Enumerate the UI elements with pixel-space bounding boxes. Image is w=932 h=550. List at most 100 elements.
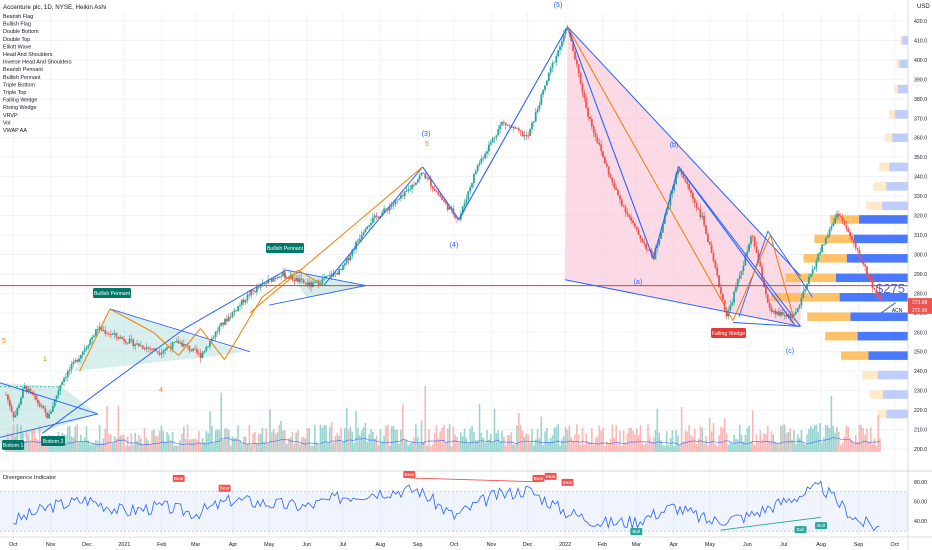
symbol-tag: ACN: [892, 308, 903, 314]
candle-body: [171, 342, 174, 349]
candle-body: [304, 282, 307, 284]
legend-item[interactable]: Double Bottom: [3, 29, 39, 35]
bottom-2-label[interactable]: Bottom 2: [41, 436, 65, 446]
candle-body: [731, 302, 734, 305]
candle-body: [437, 191, 440, 195]
volume-bar: [753, 444, 756, 452]
orange-11: [732, 234, 771, 321]
bear-signal[interactable]: Bear: [532, 474, 545, 482]
candle-body: [282, 272, 284, 277]
volume-bar: [52, 442, 54, 452]
candle-body: [527, 135, 530, 137]
bear-signal[interactable]: Bear: [561, 478, 574, 486]
bear-signal[interactable]: Bear: [544, 472, 557, 480]
legend-item[interactable]: Inverse Head And Shoulders: [3, 60, 72, 66]
volume-bar: [499, 442, 501, 452]
legend-item[interactable]: Triple Bottom: [3, 82, 35, 88]
legend-item[interactable]: Bullish Pennant: [3, 75, 41, 81]
volume-bar: [652, 437, 655, 452]
bear-signal[interactable]: Bear: [172, 474, 185, 482]
volume-bar: [186, 424, 189, 452]
candle-body: [456, 217, 458, 219]
candle-body: [66, 371, 69, 378]
legend-item[interactable]: Vol: [3, 120, 11, 126]
candle-body: [134, 344, 137, 346]
bear-signal[interactable]: Bear: [218, 484, 231, 492]
volume-bar: [463, 428, 466, 452]
candle-body: [798, 305, 801, 308]
legend-item[interactable]: Bearish Flag: [3, 14, 33, 20]
candle-body: [254, 290, 256, 293]
volume-bar: [211, 425, 213, 452]
legend-item[interactable]: VRVP: [3, 113, 18, 119]
candle-body: [766, 294, 769, 303]
bear-signal[interactable]: Bear: [403, 470, 416, 478]
candle-body: [718, 275, 720, 288]
legend-item[interactable]: Triple Top: [3, 90, 26, 96]
volume-bar: [551, 435, 554, 452]
volume-bar: [864, 434, 866, 452]
candle-body: [783, 315, 786, 316]
legend-item[interactable]: Rising Wedge: [3, 105, 36, 111]
bull-signal-text: Bull: [632, 529, 640, 534]
legend-item[interactable]: Falling Wedge: [3, 98, 37, 104]
volume-bar: [561, 439, 563, 452]
volume-bar: [785, 432, 788, 452]
volume-bar: [662, 445, 664, 452]
volume-bar: [723, 418, 726, 452]
candle-body: [441, 196, 444, 200]
candle-body: [729, 304, 732, 311]
candle-body: [444, 201, 447, 204]
volume-bar: [673, 445, 675, 452]
volume-bar: [544, 431, 546, 452]
candle-body: [128, 338, 131, 344]
bottom-1-label[interactable]: Bottom 1: [2, 440, 24, 450]
bullish-pennant-label-2[interactable]: Bullish Pennant: [266, 243, 304, 253]
candle-body: [405, 190, 408, 192]
legend-item[interactable]: Elliott Wave: [3, 44, 31, 50]
candle-body: [574, 51, 576, 60]
candle-body: [267, 279, 269, 284]
volume-bar: [405, 439, 408, 452]
volume-bar: [323, 425, 325, 452]
last-price-tag[interactable]: 273.68: [908, 298, 932, 307]
legend-item[interactable]: Double Top: [3, 37, 30, 43]
pennant3-lower: [269, 285, 366, 306]
legend-item[interactable]: Bearish Pennant: [3, 67, 43, 73]
bull-signal[interactable]: Bull: [630, 528, 643, 536]
candle-body: [10, 406, 13, 412]
candle-body: [497, 129, 500, 136]
bull-signal[interactable]: Bull: [815, 522, 828, 530]
candle-body: [463, 203, 466, 207]
bullish-pennant-label-1[interactable]: Bullish Pennant: [93, 288, 131, 298]
wave-5-label: (5): [554, 2, 563, 9]
falling-wedge-label[interactable]: Falling Wedge: [711, 328, 746, 338]
volume-bar: [738, 424, 741, 452]
candle-body: [506, 124, 509, 126]
legend-item[interactable]: Head And Shoulders: [3, 52, 53, 58]
candle-body: [665, 209, 668, 215]
candle-body: [246, 294, 249, 301]
oscillator-line: [13, 480, 880, 532]
last-price-tag-2[interactable]: 272.50: [908, 305, 932, 314]
legend-item[interactable]: VWAP AA: [3, 128, 27, 134]
candle-body: [349, 255, 352, 261]
volume-bar: [293, 444, 296, 452]
wave-b-label: (b): [670, 142, 679, 149]
candle-body: [424, 173, 427, 179]
volume-bar: [261, 427, 264, 452]
candle-body: [328, 274, 331, 276]
candle-body: [291, 275, 294, 280]
price-tick-label: 280.0: [914, 291, 927, 297]
volume-bar: [731, 443, 733, 452]
volume-bar: [445, 443, 447, 452]
bull-signal[interactable]: Bull: [794, 526, 807, 534]
volume-bar: [808, 428, 810, 452]
volume-bar: [110, 434, 112, 452]
candle-body: [594, 132, 597, 138]
volume-bar: [654, 430, 657, 452]
legend-item[interactable]: Bullish Flag: [3, 22, 31, 28]
price-tick-label: 260.0: [914, 330, 927, 336]
